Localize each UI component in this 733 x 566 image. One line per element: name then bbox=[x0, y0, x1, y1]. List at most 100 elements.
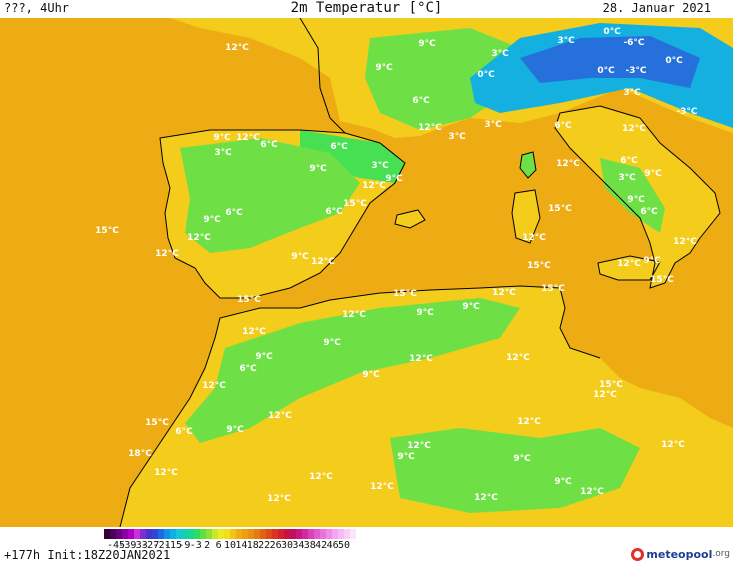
temperature-label: 12°C bbox=[593, 390, 617, 400]
temperature-label: 12°C bbox=[202, 381, 226, 391]
temperature-label: 6°C bbox=[225, 208, 243, 218]
temperature-label: 12°C bbox=[311, 257, 335, 267]
temperature-label: 12°C bbox=[661, 440, 685, 450]
temperature-label: 3°C bbox=[623, 88, 641, 98]
legend-swatch bbox=[134, 529, 140, 539]
temperature-label: 3°C bbox=[448, 132, 466, 142]
legend-swatch bbox=[332, 529, 338, 539]
temperature-label: 12°C bbox=[474, 493, 498, 503]
temperature-label: 9°C bbox=[255, 352, 273, 362]
legend-swatch bbox=[176, 529, 182, 539]
temperature-label: 9°C bbox=[416, 308, 434, 318]
temperature-label: 9°C bbox=[385, 174, 403, 184]
legend-tick: 30 bbox=[280, 540, 294, 551]
forecast-time: ???, 4Uhr bbox=[4, 1, 70, 15]
temperature-label: 9°C bbox=[375, 63, 393, 73]
coastline-sicily bbox=[597, 255, 661, 281]
temperature-label: 3°C bbox=[491, 49, 509, 59]
temperature-label: 12°C bbox=[342, 310, 366, 320]
logo-suffix: .org bbox=[712, 549, 730, 559]
legend-tick: 6 bbox=[215, 540, 222, 551]
temperature-label: 3°C bbox=[557, 36, 575, 46]
legend-swatch bbox=[116, 529, 122, 539]
temperature-label: 9°C bbox=[362, 370, 380, 380]
temperature-label: 15°C bbox=[527, 261, 551, 271]
legend-tick: 42 bbox=[315, 540, 328, 551]
legend-swatch bbox=[302, 529, 308, 539]
temperature-label: 12°C bbox=[673, 237, 697, 247]
temperature-label: 9°C bbox=[554, 477, 572, 487]
legend-swatch bbox=[212, 529, 218, 539]
coastline-africa bbox=[119, 285, 601, 527]
coastline-iberia bbox=[159, 129, 406, 299]
cool-zone-pyrenees bbox=[300, 130, 405, 183]
legend-tick: 18 bbox=[246, 540, 259, 551]
legend-swatch bbox=[104, 529, 110, 539]
map-canvas: 12°C 9°C3°C3°C0°C-6°C0°C9°C0°C 0°C -3°C6°C3… bbox=[0, 18, 733, 527]
meteopool-logo: meteopool .org bbox=[631, 545, 730, 563]
color-legend: -45 -39 -33 -27 -21 -15 -9 -3 2 6 10 14 18 22 26 30 34 38… bbox=[0, 527, 733, 566]
legend-swatch bbox=[314, 529, 320, 539]
temperature-label: 12°C bbox=[492, 288, 516, 298]
legend-swatch bbox=[308, 529, 314, 539]
temperature-label: 18°C bbox=[128, 449, 152, 459]
temperature-label: 6°C bbox=[239, 364, 257, 374]
legend-swatch bbox=[254, 529, 260, 539]
temperature-label: 12°C bbox=[409, 354, 433, 364]
legend-swatch bbox=[206, 529, 212, 539]
legend-swatch bbox=[128, 529, 134, 539]
temperature-label: 3°C bbox=[484, 120, 502, 130]
temperature-label: 6°C bbox=[620, 156, 638, 166]
legend-tick: 14 bbox=[235, 540, 248, 551]
temperature-label: 6°C bbox=[330, 142, 348, 152]
temperature-label: 15°C bbox=[599, 380, 623, 390]
legend-swatch bbox=[224, 529, 230, 539]
legend-swatch bbox=[236, 529, 242, 539]
temperature-label: 0°C bbox=[477, 70, 495, 80]
cool-zone-apennines bbox=[600, 158, 665, 233]
temperature-label: 0°C bbox=[603, 27, 621, 37]
temperature-label: 0°C bbox=[597, 66, 615, 76]
coastline-balearics bbox=[394, 209, 426, 229]
temperature-label: 12°C bbox=[517, 417, 541, 427]
temperature-label: 12°C bbox=[580, 487, 604, 497]
temperature-label: 12°C bbox=[268, 411, 292, 421]
temperature-label: 3°C bbox=[618, 173, 636, 183]
header-bar: ???, 4Uhr 2m Temperatur [°C] 28. Januar … bbox=[0, 0, 733, 18]
legend-swatch bbox=[266, 529, 272, 539]
legend-swatch bbox=[326, 529, 332, 539]
temperature-label: 15°C bbox=[145, 418, 169, 428]
temperature-label: 12°C bbox=[407, 441, 431, 451]
legend-swatch bbox=[170, 529, 176, 539]
temperature-label: 12°C bbox=[617, 259, 641, 269]
temperature-label: 3°C bbox=[371, 161, 389, 171]
temperature-label: 9°C bbox=[418, 39, 436, 49]
temperature-label: 12°C bbox=[225, 43, 249, 53]
legend-tick: 38 bbox=[303, 540, 316, 551]
model-run: +177h Init:18Z20JAN2021 bbox=[4, 548, 171, 562]
legend-swatch bbox=[290, 529, 296, 539]
temperature-label: 6°C bbox=[325, 207, 343, 217]
legend-tick: -3 bbox=[189, 540, 202, 551]
legend-tick: 22 bbox=[258, 540, 271, 551]
temperature-labels: 12°C 9°C3°C3°C0°C-6°C0°C9°C0°C 0°C -3°C6°C3… bbox=[95, 27, 698, 504]
temperature-label: 9°C bbox=[226, 425, 244, 435]
legend-tick: 26 bbox=[269, 540, 282, 551]
temperature-label: -3°C bbox=[676, 107, 697, 117]
map-title: 2m Temperatur [°C] bbox=[290, 0, 443, 16]
temperature-label: 6°C bbox=[260, 140, 278, 150]
temperature-label: 15°C bbox=[343, 199, 367, 209]
temperature-map: 12°C 9°C 3°C 3°C 0°C -6°C 0°C 9°C 0°C 0°C -3°C 6°C 3… bbox=[0, 18, 733, 527]
temperature-label: 9°C bbox=[291, 252, 309, 262]
legend-swatch bbox=[188, 529, 194, 539]
legend-swatch bbox=[284, 529, 290, 539]
legend-tick: 46 bbox=[326, 540, 339, 551]
legend-tick: -9 bbox=[178, 540, 191, 551]
legend-swatch bbox=[110, 529, 116, 539]
legend-ticks: -45 -39 -33 -27 -21 -15 -9 -3 2 6 10 14 18 22 26 30 34 38… bbox=[104, 540, 356, 552]
legend-tick: -15 bbox=[163, 540, 183, 551]
legend-swatch bbox=[242, 529, 248, 539]
legend-swatch bbox=[122, 529, 128, 539]
legend-swatch bbox=[182, 529, 188, 539]
legend-swatch bbox=[164, 529, 170, 539]
